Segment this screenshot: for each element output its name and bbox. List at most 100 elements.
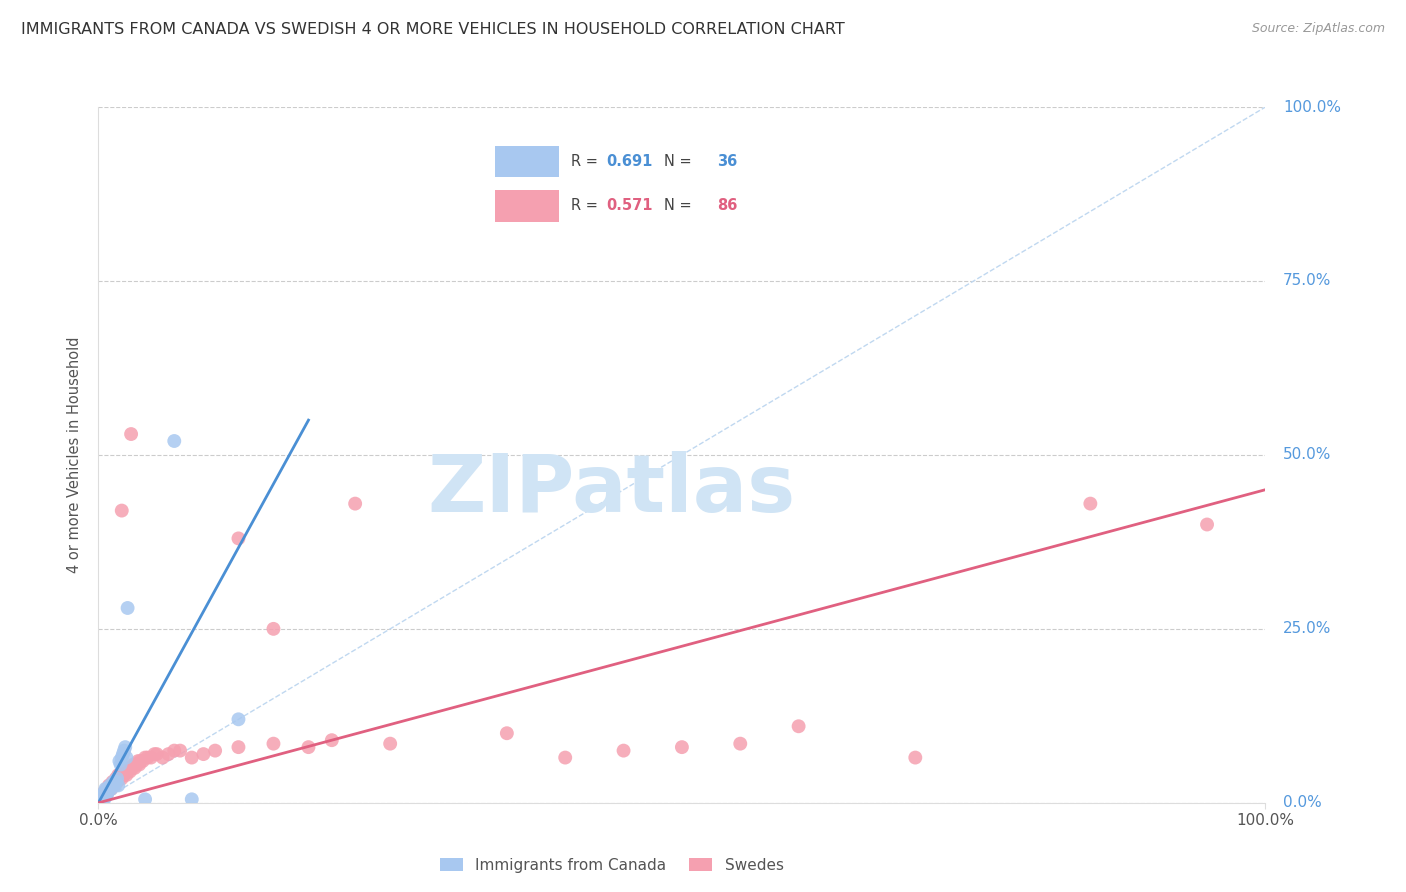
- Point: [117, 764, 139, 779]
- Legend: Immigrants from Canada, Swedes: Immigrants from Canada, Swedes: [434, 852, 790, 879]
- Point: [93, 785, 115, 799]
- Point: [98, 778, 121, 792]
- Point: [321, 733, 343, 747]
- Text: 75.0%: 75.0%: [1282, 274, 1331, 288]
- Point: [124, 761, 146, 775]
- Point: [100, 781, 122, 796]
- Point: [96, 785, 118, 799]
- Point: [112, 764, 135, 779]
- Point: [104, 775, 127, 789]
- Point: [90, 792, 112, 806]
- Point: [108, 754, 131, 768]
- Point: [101, 778, 124, 792]
- Point: [1080, 497, 1102, 511]
- Point: [228, 712, 250, 726]
- Point: [101, 778, 124, 792]
- Point: [97, 781, 120, 796]
- Point: [89, 792, 111, 806]
- Point: [228, 532, 250, 546]
- Point: [146, 747, 169, 761]
- Point: [100, 778, 122, 792]
- Point: [103, 775, 125, 789]
- Point: [204, 744, 226, 758]
- Text: 0.0%: 0.0%: [1282, 796, 1322, 810]
- Point: [98, 778, 121, 792]
- Point: [111, 768, 134, 782]
- Point: [114, 740, 136, 755]
- Point: [904, 750, 927, 764]
- Point: [169, 744, 191, 758]
- Point: [115, 750, 138, 764]
- Point: [104, 775, 127, 789]
- Point: [93, 789, 115, 803]
- Point: [125, 757, 148, 772]
- Point: [94, 785, 117, 799]
- Point: [91, 792, 114, 806]
- Point: [108, 772, 131, 786]
- Point: [111, 764, 134, 779]
- Point: [163, 744, 186, 758]
- Point: [129, 754, 152, 768]
- Point: [94, 781, 117, 796]
- Text: 50.0%: 50.0%: [1282, 448, 1331, 462]
- Point: [730, 737, 752, 751]
- Point: [180, 792, 202, 806]
- Point: [96, 781, 118, 796]
- Point: [93, 792, 115, 806]
- Point: [121, 761, 143, 775]
- Point: [118, 761, 141, 775]
- Point: [120, 427, 142, 442]
- Point: [104, 778, 127, 792]
- Text: IMMIGRANTS FROM CANADA VS SWEDISH 4 OR MORE VEHICLES IN HOUSEHOLD CORRELATION CH: IMMIGRANTS FROM CANADA VS SWEDISH 4 OR M…: [21, 22, 845, 37]
- Point: [136, 750, 159, 764]
- Point: [344, 497, 367, 511]
- Point: [111, 772, 134, 786]
- Point: [112, 768, 135, 782]
- Point: [90, 789, 112, 803]
- Point: [193, 747, 215, 761]
- Text: 100.0%: 100.0%: [1282, 100, 1341, 114]
- Point: [103, 778, 125, 792]
- Point: [90, 789, 112, 803]
- Point: [112, 744, 135, 758]
- Point: [105, 775, 128, 789]
- Point: [104, 772, 127, 786]
- Point: [134, 792, 156, 806]
- Point: [108, 768, 131, 782]
- Point: [97, 785, 120, 799]
- Point: [122, 757, 145, 772]
- Point: [180, 750, 202, 764]
- Y-axis label: 4 or more Vehicles in Household: 4 or more Vehicles in Household: [67, 336, 83, 574]
- Point: [143, 747, 166, 761]
- Point: [114, 764, 136, 779]
- Point: [132, 754, 155, 768]
- Point: [96, 789, 118, 803]
- Point: [612, 744, 634, 758]
- Point: [94, 789, 117, 803]
- Point: [91, 789, 114, 803]
- Point: [110, 757, 132, 772]
- Text: Source: ZipAtlas.com: Source: ZipAtlas.com: [1251, 22, 1385, 36]
- Point: [90, 789, 112, 803]
- Point: [787, 719, 810, 733]
- Point: [117, 601, 139, 615]
- Point: [105, 772, 128, 786]
- Point: [97, 781, 120, 796]
- Text: 25.0%: 25.0%: [1282, 622, 1331, 636]
- Point: [1195, 517, 1218, 532]
- Point: [378, 737, 402, 751]
- Point: [98, 781, 121, 796]
- Point: [97, 781, 120, 796]
- Text: ZIPatlas: ZIPatlas: [427, 450, 796, 529]
- Point: [297, 740, 319, 755]
- Point: [127, 754, 149, 768]
- Point: [495, 726, 517, 740]
- Point: [111, 747, 134, 761]
- Point: [262, 737, 284, 751]
- Point: [100, 781, 122, 796]
- Point: [228, 740, 250, 755]
- Point: [118, 764, 141, 779]
- Point: [103, 775, 125, 789]
- Point: [94, 789, 117, 803]
- Point: [93, 785, 115, 799]
